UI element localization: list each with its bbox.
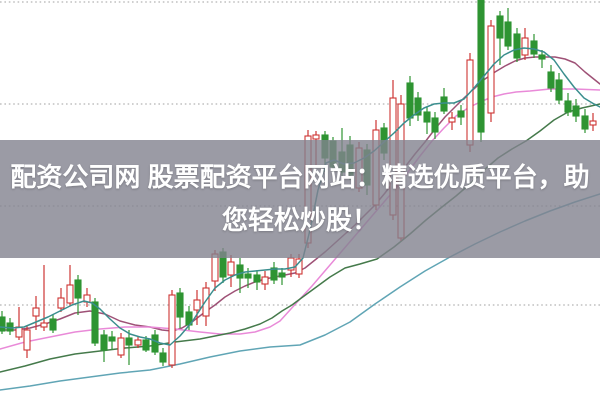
candle-body-down bbox=[423, 111, 431, 123]
candle-body-down bbox=[555, 79, 563, 101]
candle-body-up bbox=[312, 134, 320, 140]
title-banner: 配资公司网 股票配资平台网站：精选优质平台，助 您轻松炒股！ bbox=[0, 140, 600, 258]
candle-body-down bbox=[504, 21, 512, 47]
candle-body-down bbox=[513, 33, 521, 59]
candle-body-down bbox=[253, 274, 261, 283]
candle-body-down bbox=[91, 301, 99, 344]
candle-body-up bbox=[466, 59, 474, 146]
candle-body-down bbox=[414, 97, 422, 116]
candle-body-down bbox=[236, 264, 244, 279]
candle-body-down bbox=[49, 318, 57, 331]
candle-body-up bbox=[40, 322, 48, 328]
candle-body-down bbox=[270, 267, 278, 281]
candle-body-up bbox=[117, 337, 125, 356]
candle-body-down bbox=[100, 334, 108, 351]
candle-body-up bbox=[193, 299, 201, 311]
candle-body-up bbox=[521, 37, 529, 56]
candle-body-down bbox=[151, 334, 159, 353]
candle-body-up bbox=[15, 326, 23, 338]
candle-body-up bbox=[589, 120, 597, 126]
banner-title-line2: 您轻松炒股！ bbox=[221, 205, 378, 235]
candle-body-up bbox=[23, 329, 31, 351]
candle-body-down bbox=[176, 292, 184, 318]
banner-title-line1: 配资公司网 股票配资平台网站：精选优质平台，助 bbox=[10, 162, 590, 192]
candle-body-up bbox=[134, 339, 142, 346]
candle-body-up bbox=[287, 257, 295, 271]
candle-body-down bbox=[538, 54, 546, 60]
candle-body-down bbox=[564, 100, 572, 113]
candle-body-down bbox=[125, 337, 133, 346]
candle-body-up bbox=[448, 117, 456, 123]
candle-body-up bbox=[487, 25, 495, 114]
candle-body-down bbox=[572, 105, 580, 117]
candle-body-up bbox=[227, 261, 235, 276]
candle-body-down bbox=[159, 352, 167, 363]
candle-body-down bbox=[530, 40, 538, 55]
candle-body-down bbox=[0, 316, 6, 332]
candle-body-down bbox=[142, 339, 150, 351]
candle-body-down bbox=[477, 0, 485, 133]
candle-body-down bbox=[440, 96, 448, 112]
candle-body-down bbox=[108, 336, 116, 342]
candle-body-down bbox=[278, 272, 286, 278]
candle-body-up bbox=[168, 294, 176, 366]
candle-body-up bbox=[57, 297, 65, 309]
candle-body-down bbox=[581, 115, 589, 130]
candle-body-down bbox=[496, 15, 504, 39]
candle-body-up bbox=[66, 284, 74, 304]
candle-body-up bbox=[261, 276, 269, 285]
candle-body-up bbox=[211, 253, 219, 282]
candle-body-up bbox=[32, 307, 40, 317]
candle-body-down bbox=[547, 71, 555, 89]
candle-body-down bbox=[406, 82, 414, 119]
candle-body-up bbox=[202, 287, 210, 317]
candle-body-down bbox=[431, 117, 439, 133]
candle-body-down bbox=[244, 273, 252, 279]
candle-body-down bbox=[457, 110, 465, 118]
candle-body-down bbox=[74, 279, 82, 299]
